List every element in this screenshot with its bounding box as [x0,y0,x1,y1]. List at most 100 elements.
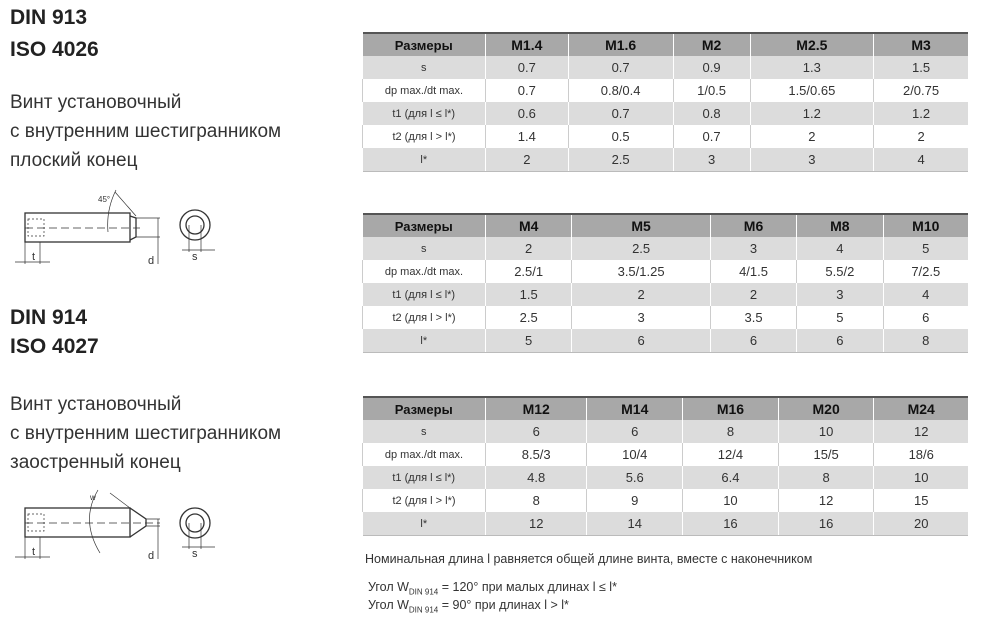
row-label: dp max./dt max. [362,79,486,102]
svg-text:d: d [148,255,154,267]
table-cell: 5.5/2 [796,260,884,283]
size-header: M2 [672,32,751,56]
row-label: l* [362,148,486,172]
table-cell: 12/4 [682,443,779,466]
table-cell: 8 [682,420,779,443]
table-cell: 0.7 [567,56,674,79]
row-label: dp max./dt max. [362,443,486,466]
header-row: Размеры M1.4 M1.6 M2 M2.5 M3 [362,32,968,56]
desc-line: с внутренним шестигранником [10,121,282,142]
table-cell: 0.9 [672,56,751,79]
table-row: s 2 2.5 3 4 5 [362,237,968,260]
row-label: s [362,420,486,443]
table-cell: 2/0.75 [873,79,968,102]
table-row: s 0.7 0.7 0.9 1.3 1.5 [362,56,968,79]
standard-din913: DIN 913 [10,6,88,29]
table-cell: 1.5/0.65 [749,79,874,102]
table-cell: 0.5 [567,125,674,148]
row-label: t2 (для l > l*) [362,125,486,148]
table-cell: 2 [709,283,797,306]
table-cell: 6 [571,329,711,353]
table-cell: 0.8 [672,102,751,125]
table-row: l* 2 2.5 3 3 4 [362,148,968,172]
row-label: dp max./dt max. [362,260,486,283]
table-row: t2 (для l > l*) 8 9 10 12 15 [362,489,968,512]
table-cell: 10 [682,489,779,512]
dimensions-table-m12-m24: Размеры M12 M14 M16 M20 M24 s 6 6 8 10 12 dp max./dt… [362,396,968,536]
note-nominal-length: Номинальная длина l равняется общей длин… [365,552,813,566]
row-label: Размеры [362,32,486,56]
desc-line: с внутренним шестигранником [10,423,282,444]
table-cell: 6.4 [682,466,779,489]
svg-text:45°: 45° [98,195,110,204]
dimensions-table-m1-4-m3: Размеры M1.4 M1.6 M2 M2.5 M3 s 0.7 0.7 0.9 1.3 1.5 d… [362,32,968,172]
table-cell: 0.7 [672,125,751,148]
table-cell: 6 [484,420,587,443]
table-cell: 2 [484,237,572,260]
size-header: M8 [796,213,884,237]
standard-iso4027: ISO 4027 [10,335,99,358]
table-cell: 3.5/1.25 [571,260,711,283]
table-cell: 2 [749,125,874,148]
size-header: M6 [709,213,797,237]
size-header: M1.6 [567,32,674,56]
table-cell: 5 [796,306,884,329]
drawing-pointed-end-screw: t d w s [15,489,215,562]
table-cell: 10 [777,420,874,443]
dimensions-table-m4-m10: Размеры M4 M5 M6 M8 M10 s 2 2.5 3 4 5 dp max./dt max… [362,213,968,353]
table-cell: 16 [777,512,874,536]
table-cell: 2 [571,283,711,306]
table-cell: 0.8/0.4 [567,79,674,102]
desc-line: заостренный конец [10,452,181,473]
table-cell: 0.7 [567,102,674,125]
note-sub: DIN 914 [408,587,439,597]
svg-text:s: s [192,548,198,560]
table-cell: 2.5/1 [484,260,572,283]
table-cell: 1.2 [749,102,874,125]
table-cell: 20 [873,512,968,536]
size-header: M4 [484,213,572,237]
table-row: s 6 6 8 10 12 [362,420,968,443]
description-913: Винт установочный с внутренним шестигран… [10,88,281,175]
size-header: M24 [873,396,968,420]
size-header: M3 [873,32,968,56]
table-cell: 8 [484,489,587,512]
table-cell: 7/2.5 [882,260,968,283]
note-angle-large: Угол WDIN 914 = 90° при длинах l > l* [368,598,569,615]
standard-iso4026: ISO 4026 [10,38,99,61]
svg-text:t: t [32,251,35,263]
row-label: t1 (для l ≤ l*) [362,283,486,306]
desc-line: Винт установочный [10,92,182,113]
table-cell: 1.2 [873,102,968,125]
table-row: l* 12 14 16 16 20 [362,512,968,536]
table-cell: 15 [873,489,968,512]
table-row: t2 (для l > l*) 2.5 3 3.5 5 6 [362,306,968,329]
row-label: l* [362,512,486,536]
table-row: dp max./dt max. 0.7 0.8/0.4 1/0.5 1.5/0.65 2/… [362,79,968,102]
table-cell: 18/6 [873,443,968,466]
table-cell: 6 [709,329,797,353]
table-cell: 6 [586,420,683,443]
table-row: t1 (для l ≤ l*) 1.5 2 2 3 4 [362,283,968,306]
table-cell: 1.5 [484,283,572,306]
table-cell: 3 [796,283,884,306]
table-cell: 4 [873,148,968,172]
table-cell: 1.5 [873,56,968,79]
note-text: Угол W [368,580,409,594]
table-cell: 8.5/3 [484,443,587,466]
table-row: dp max./dt max. 2.5/1 3.5/1.25 4/1.5 5.5/2 7/… [362,260,968,283]
size-header: M16 [682,396,779,420]
table-cell: 14 [586,512,683,536]
row-label: s [362,237,486,260]
size-header: M5 [571,213,711,237]
table-cell: 12 [873,420,968,443]
row-label: t1 (для l ≤ l*) [362,102,486,125]
table-cell: 3.5 [709,306,797,329]
table-row: l* 5 6 6 6 8 [362,329,968,353]
table-cell: 9 [586,489,683,512]
table-cell: 2.5 [484,306,572,329]
table-cell: 4.8 [484,466,587,489]
description-914: Винт установочный с внутренним шестигран… [10,390,281,477]
svg-text:d: d [148,550,154,562]
svg-text:w: w [89,493,96,502]
